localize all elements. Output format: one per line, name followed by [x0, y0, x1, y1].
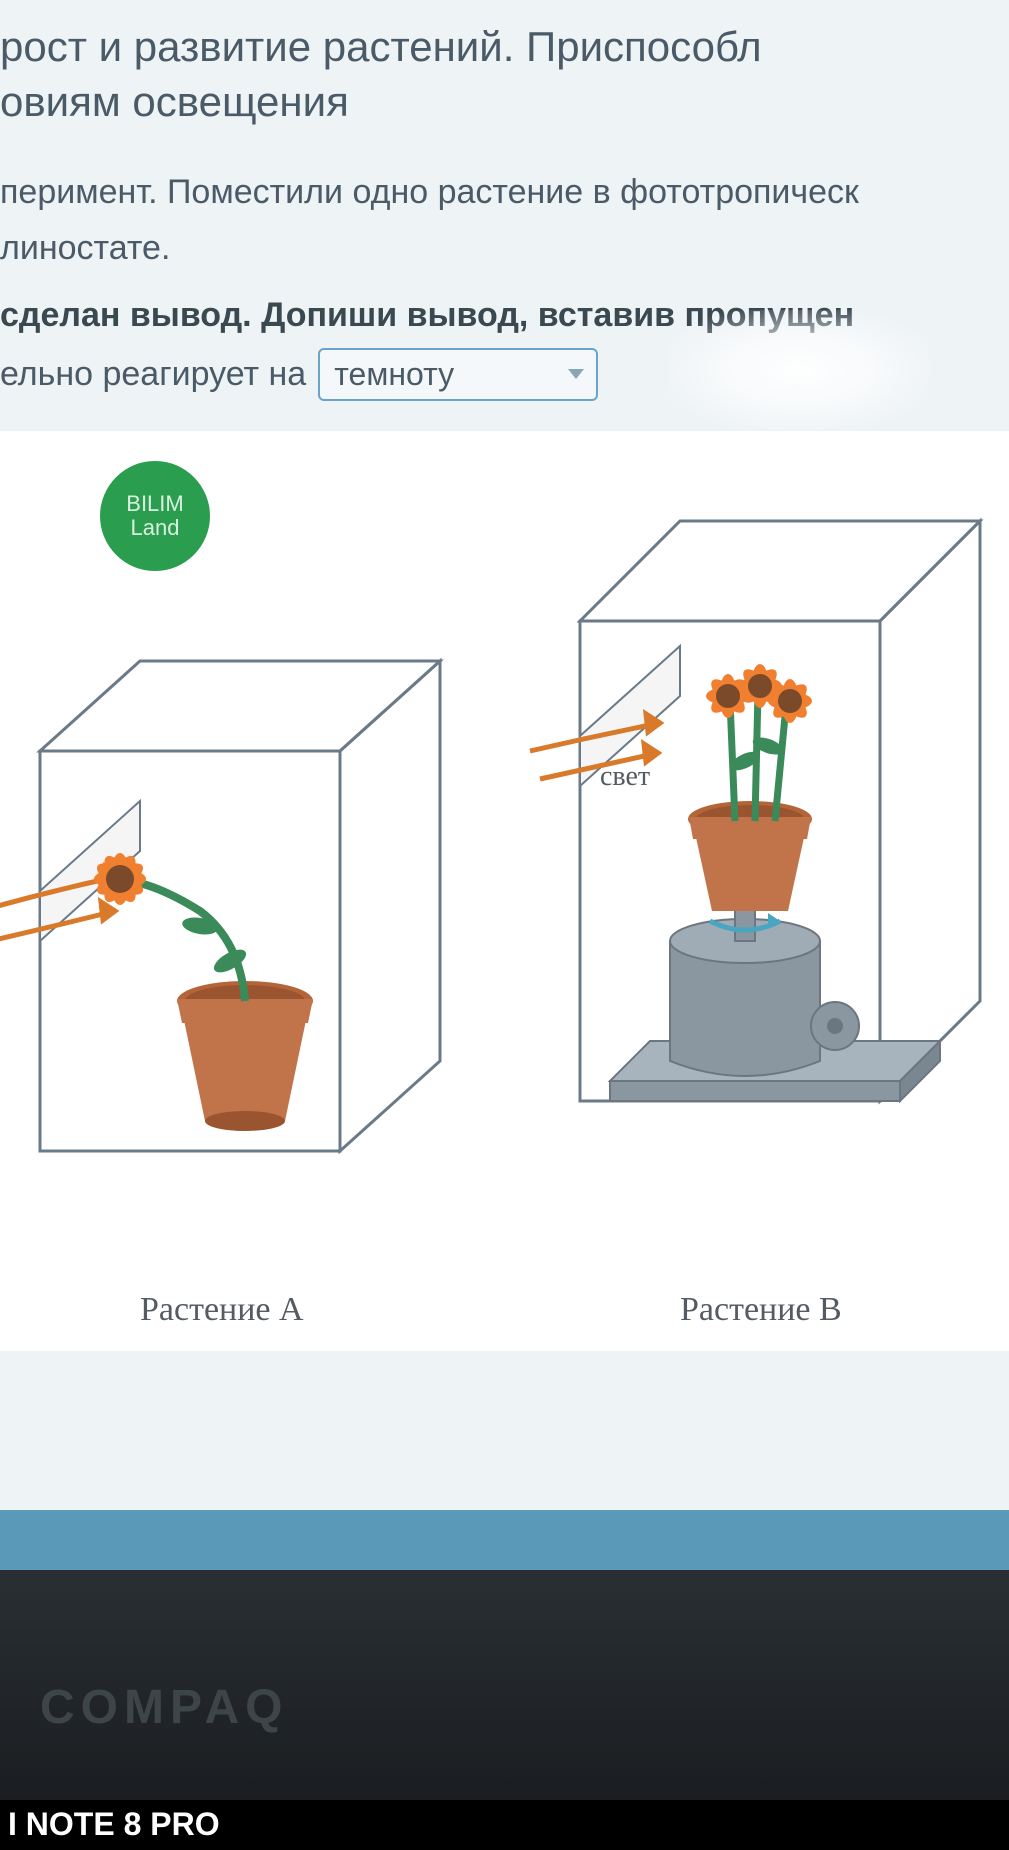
svet-label: свет [600, 761, 650, 793]
page-title-line1: рост и развитие растений. Приспособл [0, 20, 1009, 75]
diagram-area: BILIM Land [0, 431, 1009, 1351]
plant-a-label: Растение А [140, 1291, 304, 1329]
phone-watermark-text: I NOTE 8 PRO [0, 1800, 1009, 1843]
paragraph-line1: перимент. Поместили одно растение в фото… [0, 169, 1009, 217]
monitor-brand: COMPAQ [40, 1680, 288, 1735]
answer-prefix: ельно реагирует на [0, 355, 306, 394]
page-title-line2: овиям освещения [0, 75, 1009, 130]
box-a [0, 661, 440, 1151]
window-bottom-bar [0, 1510, 1009, 1570]
answer-row: ельно реагирует на темноту [0, 348, 1009, 401]
experiment-diagram [0, 451, 1009, 1271]
answer-dropdown[interactable]: темноту [318, 348, 598, 401]
phone-watermark-bar: I NOTE 8 PRO [0, 1800, 1009, 1850]
dropdown-value: темноту [334, 356, 454, 392]
box-b [530, 521, 980, 1101]
instruction-bold: сделан вывод. Допиши вывод, вставив проп… [0, 292, 1009, 340]
paragraph-line2: линостате. [0, 225, 1009, 273]
plant-b-label: Растение В [680, 1291, 842, 1329]
content-area: рост и развитие растений. Приспособл ови… [0, 0, 1009, 1510]
